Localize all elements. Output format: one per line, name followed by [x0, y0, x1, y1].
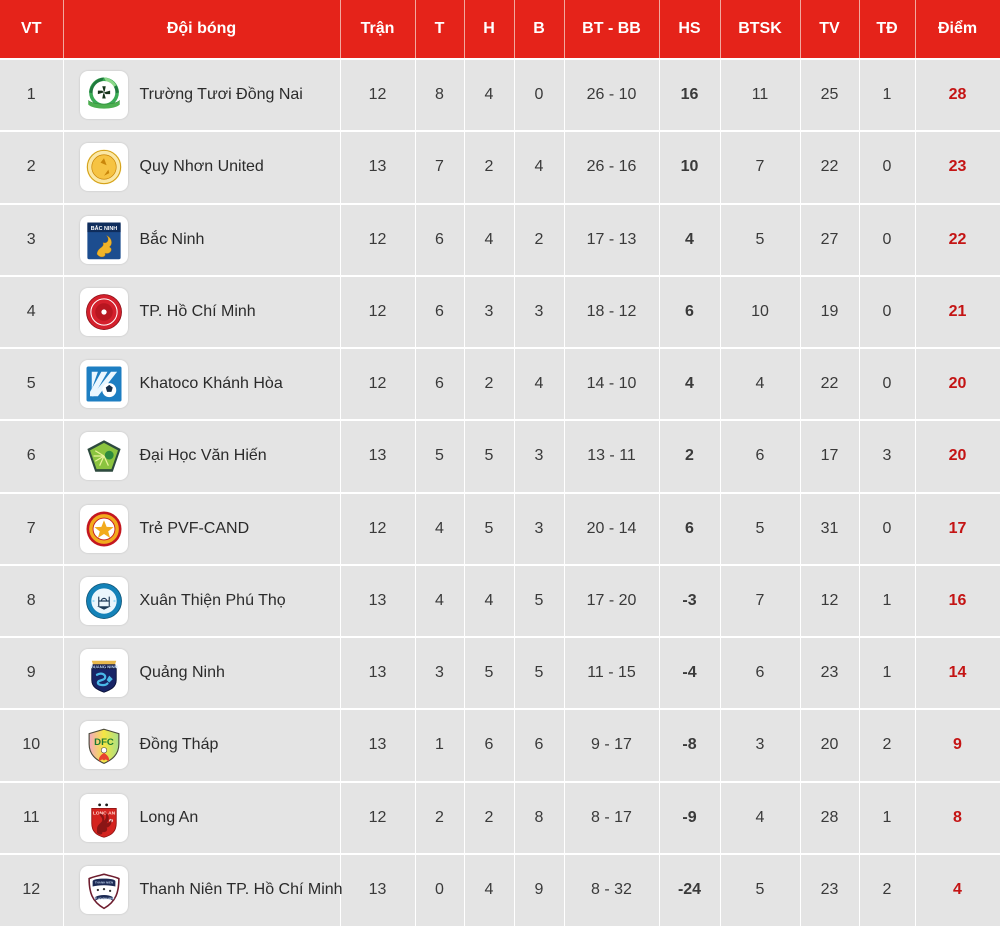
svg-text:THANH NIEN: THANH NIEN [94, 881, 112, 885]
svg-text:BẮC NINH: BẮC NINH [90, 224, 117, 232]
svg-text:TP HO CHI MINH: TP HO CHI MINH [93, 897, 114, 901]
svg-text:DFC: DFC [94, 737, 114, 748]
svg-text:LONG AN: LONG AN [92, 810, 115, 816]
